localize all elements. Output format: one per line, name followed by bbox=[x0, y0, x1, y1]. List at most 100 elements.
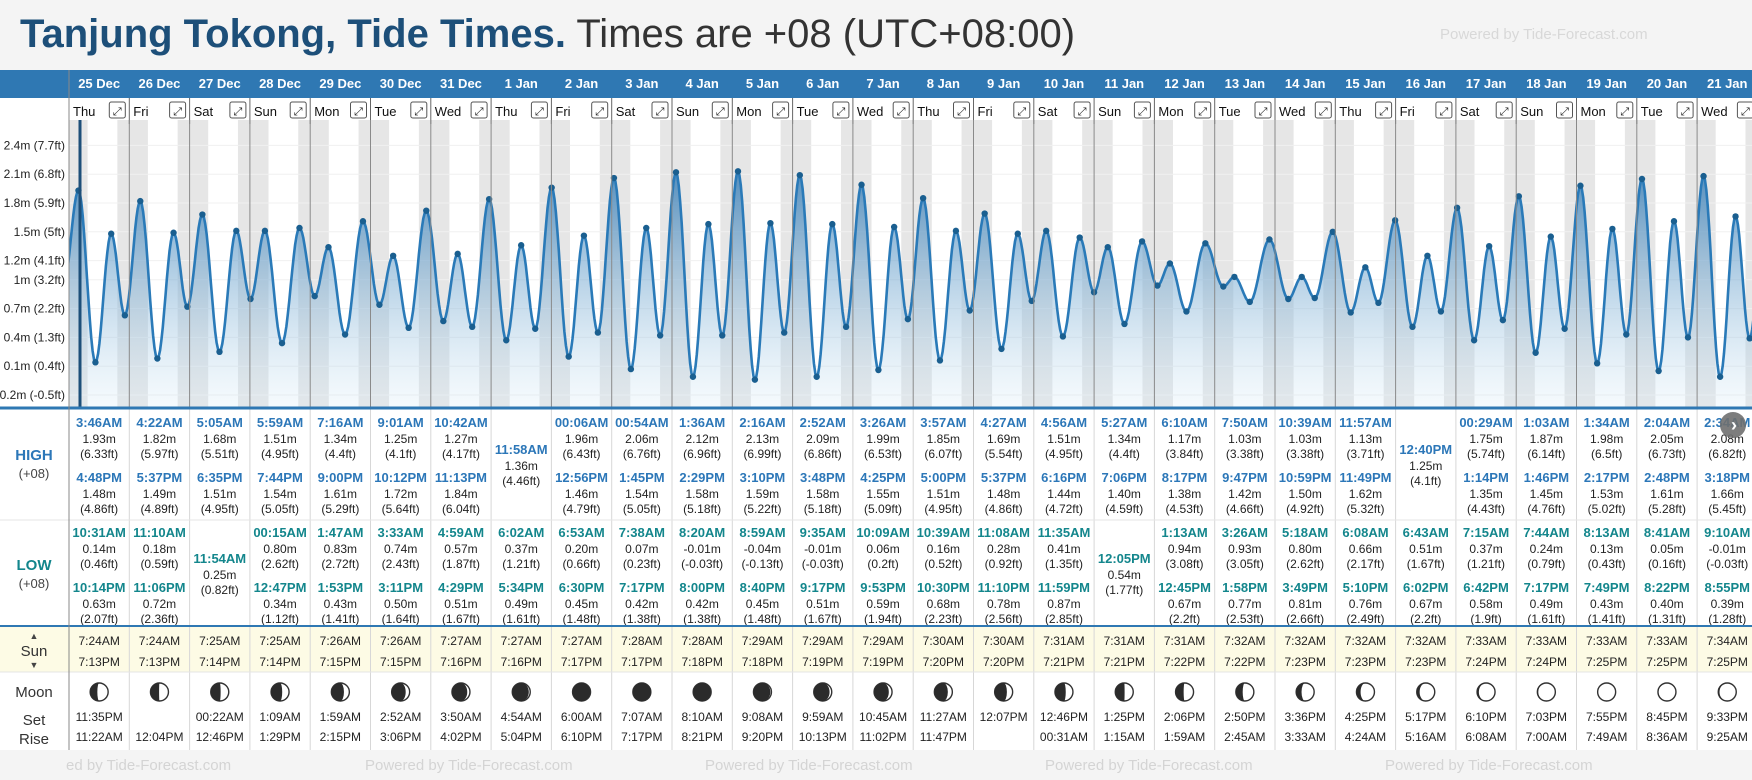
tide-point bbox=[440, 317, 447, 325]
high-height: 1.69m bbox=[987, 432, 1020, 446]
tide-point bbox=[1655, 367, 1662, 375]
tide-point bbox=[1042, 227, 1050, 235]
weekday-row-label-cell bbox=[0, 98, 69, 124]
tide-point bbox=[705, 220, 712, 228]
tide-point bbox=[108, 230, 115, 237]
high-time: 6:10AM bbox=[1161, 415, 1207, 430]
low-height: 0.42m bbox=[685, 597, 718, 611]
low-time: 10:39AM bbox=[917, 525, 970, 540]
moonrise-time: 9:25AM bbox=[1707, 730, 1748, 744]
low-height: 0.78m bbox=[987, 597, 1020, 611]
tide-point bbox=[92, 359, 99, 366]
low-height: 0.37m bbox=[1469, 542, 1502, 556]
high-row-tz: (+08) bbox=[19, 466, 50, 481]
date-label: 11 Jan bbox=[1104, 76, 1144, 91]
tide-point bbox=[1076, 234, 1083, 241]
high-time: 1:14PM bbox=[1463, 470, 1509, 485]
high-height-ft: (5.05ft) bbox=[261, 502, 299, 516]
high-height: 1.50m bbox=[1288, 487, 1321, 501]
y-tick-label: 1.8m (5.9ft) bbox=[4, 196, 65, 210]
tide-point bbox=[170, 229, 177, 236]
low-height: 0.24m bbox=[1530, 542, 1563, 556]
date-label: 16 Jan bbox=[1406, 76, 1447, 91]
moon-shadow-icon bbox=[753, 683, 771, 701]
y-tick-label: 2.1m (6.8ft) bbox=[4, 167, 65, 181]
weekday-label: Thu bbox=[73, 104, 95, 119]
weekday-label: Thu bbox=[495, 104, 517, 119]
high-time: 5:05AM bbox=[197, 415, 243, 430]
sunset-time: 7:15PM bbox=[320, 655, 361, 669]
high-time: 5:37PM bbox=[137, 470, 183, 485]
date-label: 7 Jan bbox=[866, 76, 899, 91]
tide-point bbox=[1499, 316, 1507, 324]
low-height-ft: (1.12ft) bbox=[261, 612, 299, 626]
high-time: 2:04AM bbox=[1644, 415, 1690, 430]
tide-point bbox=[296, 224, 303, 232]
sunrise-arrow-icon: ▲ bbox=[30, 631, 39, 641]
high-height-ft: (4.1ft) bbox=[1410, 474, 1441, 488]
moon-shadow-icon bbox=[1235, 683, 1245, 701]
low-height-ft: (-0.03ft) bbox=[1706, 557, 1748, 571]
sunset-time: 7:17PM bbox=[561, 655, 602, 669]
tide-point bbox=[875, 366, 882, 374]
high-height: 1.61m bbox=[1650, 487, 1683, 501]
tide-point bbox=[137, 197, 144, 205]
sunset-time: 7:14PM bbox=[259, 655, 300, 669]
tide-point bbox=[1220, 283, 1227, 290]
date-label: 25 Dec bbox=[78, 76, 120, 91]
tide-point bbox=[469, 323, 476, 331]
high-height: 1.48m bbox=[987, 487, 1020, 501]
low-height-ft: (2.43ft) bbox=[382, 557, 420, 571]
y-tick-label: 0.1m (0.4ft) bbox=[4, 359, 65, 373]
tide-line bbox=[69, 167, 1752, 383]
high-height-ft: (5.97ft) bbox=[140, 447, 178, 461]
tide-point bbox=[341, 331, 349, 338]
night-band bbox=[840, 120, 853, 408]
low-height: 0.51m bbox=[1409, 542, 1442, 556]
high-height: 1.36m bbox=[505, 459, 538, 473]
low-height-ft: (1.64ft) bbox=[382, 612, 420, 626]
sunrise-time: 7:33AM bbox=[1526, 634, 1567, 648]
low-time: 7:38AM bbox=[619, 525, 665, 540]
high-height: 1.55m bbox=[866, 487, 899, 501]
tide-point bbox=[734, 168, 742, 175]
low-height-ft: (1.67ft) bbox=[1407, 557, 1445, 571]
high-height-ft: (5.29ft) bbox=[321, 502, 359, 516]
low-height: -0.01m bbox=[804, 542, 841, 556]
high-height-ft: (6.5ft) bbox=[1591, 447, 1622, 461]
tide-point bbox=[454, 250, 461, 258]
low-height: 0.77m bbox=[1228, 597, 1261, 611]
tide-point bbox=[1746, 335, 1752, 342]
moonset-time: 2:06PM bbox=[1164, 710, 1205, 724]
low-height-ft: (2.49ft) bbox=[1346, 612, 1384, 626]
tide-point bbox=[1453, 204, 1461, 211]
low-height-ft: (3.05ft) bbox=[1226, 557, 1264, 571]
y-tick-label: 1.2m (4.1ft) bbox=[4, 254, 65, 268]
tide-point bbox=[643, 224, 650, 232]
night-band bbox=[1082, 120, 1095, 408]
high-height-ft: (6.43ft) bbox=[563, 447, 601, 461]
tide-point bbox=[423, 207, 430, 214]
date-label: 8 Jan bbox=[927, 76, 960, 91]
moonset-time: 2:50PM bbox=[1224, 710, 1265, 724]
high-height: 2.13m bbox=[746, 432, 779, 446]
high-height-ft: (3.71ft) bbox=[1346, 447, 1384, 461]
high-time: 12:40PM bbox=[1399, 442, 1452, 457]
low-height-ft: (0.43ft) bbox=[1588, 557, 1626, 571]
low-height-ft: (2.36ft) bbox=[140, 612, 178, 626]
tide-point bbox=[966, 307, 973, 314]
high-height: 1.46m bbox=[565, 487, 598, 501]
low-height-ft: (1.94ft) bbox=[864, 612, 902, 626]
tide-point bbox=[1684, 334, 1692, 341]
high-height: 1.51m bbox=[927, 487, 960, 501]
high-time: 2:48PM bbox=[1644, 470, 1690, 485]
expand-day-button bbox=[1375, 101, 1393, 119]
tide-point bbox=[1409, 323, 1416, 331]
date-label: 29 Dec bbox=[319, 76, 361, 91]
tide-area bbox=[69, 171, 1752, 408]
sunset-arrow-icon: ▼ bbox=[30, 660, 39, 670]
date-label: 17 Jan bbox=[1466, 76, 1507, 91]
moon-shadow-icon bbox=[1115, 683, 1125, 701]
expand-icon: ⤢ bbox=[233, 106, 242, 118]
night-band bbox=[1564, 120, 1577, 408]
